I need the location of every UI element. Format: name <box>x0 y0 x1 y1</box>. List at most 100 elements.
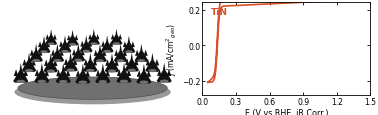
Polygon shape <box>18 63 24 82</box>
Polygon shape <box>39 50 42 56</box>
X-axis label: E (V vs RHE, iR Corr.): E (V vs RHE, iR Corr.) <box>245 108 328 115</box>
Polygon shape <box>114 50 118 56</box>
Polygon shape <box>141 64 147 82</box>
Ellipse shape <box>139 81 148 84</box>
Polygon shape <box>70 30 75 45</box>
Polygon shape <box>121 63 127 81</box>
Polygon shape <box>101 42 105 47</box>
Polygon shape <box>80 64 86 82</box>
Polygon shape <box>75 72 90 84</box>
Polygon shape <box>125 59 129 66</box>
Polygon shape <box>64 61 78 72</box>
Polygon shape <box>45 35 49 40</box>
Polygon shape <box>44 60 48 66</box>
Polygon shape <box>157 69 162 76</box>
Polygon shape <box>56 72 71 83</box>
Ellipse shape <box>138 60 145 63</box>
Polygon shape <box>109 54 115 71</box>
Polygon shape <box>129 53 135 70</box>
Ellipse shape <box>96 60 104 63</box>
Polygon shape <box>46 42 50 48</box>
Polygon shape <box>71 51 85 62</box>
Polygon shape <box>81 50 85 56</box>
Ellipse shape <box>14 80 171 104</box>
Polygon shape <box>134 59 138 66</box>
Polygon shape <box>67 42 71 47</box>
Polygon shape <box>111 35 115 40</box>
Polygon shape <box>83 61 98 72</box>
Ellipse shape <box>113 43 120 45</box>
Polygon shape <box>33 44 39 61</box>
Ellipse shape <box>99 80 107 84</box>
Polygon shape <box>34 72 50 83</box>
Ellipse shape <box>74 59 82 62</box>
Polygon shape <box>136 72 152 84</box>
Polygon shape <box>85 70 90 77</box>
Polygon shape <box>105 70 110 77</box>
Ellipse shape <box>59 80 68 84</box>
Ellipse shape <box>46 70 55 73</box>
Ellipse shape <box>148 69 156 73</box>
Ellipse shape <box>90 43 97 45</box>
Ellipse shape <box>40 51 48 54</box>
Polygon shape <box>64 59 68 65</box>
Polygon shape <box>29 52 43 62</box>
Polygon shape <box>42 36 46 52</box>
Polygon shape <box>84 59 88 66</box>
Polygon shape <box>55 44 60 61</box>
Polygon shape <box>116 71 132 83</box>
Polygon shape <box>74 35 78 41</box>
Text: TiN: TiN <box>211 7 228 16</box>
Ellipse shape <box>125 51 133 54</box>
Polygon shape <box>146 70 151 77</box>
Ellipse shape <box>48 43 54 46</box>
Polygon shape <box>67 35 71 41</box>
Polygon shape <box>145 61 160 72</box>
Ellipse shape <box>25 69 33 73</box>
Ellipse shape <box>53 59 61 62</box>
Polygon shape <box>38 42 42 48</box>
Polygon shape <box>123 50 127 56</box>
Polygon shape <box>59 43 71 53</box>
Polygon shape <box>60 63 66 82</box>
Ellipse shape <box>104 50 111 53</box>
Polygon shape <box>88 36 100 45</box>
Polygon shape <box>51 52 64 62</box>
Polygon shape <box>105 62 119 73</box>
Ellipse shape <box>18 77 167 99</box>
Y-axis label: J (mA/cm$^2$$_{geo}$): J (mA/cm$^2$$_{geo}$) <box>164 23 179 76</box>
Ellipse shape <box>61 50 69 53</box>
Polygon shape <box>76 70 80 77</box>
Ellipse shape <box>69 44 76 46</box>
Polygon shape <box>80 41 84 47</box>
Polygon shape <box>139 44 144 61</box>
Polygon shape <box>88 35 92 40</box>
Polygon shape <box>109 42 113 47</box>
Polygon shape <box>126 36 132 52</box>
Ellipse shape <box>108 70 116 73</box>
Polygon shape <box>110 36 122 45</box>
Ellipse shape <box>16 80 25 83</box>
Polygon shape <box>96 35 99 40</box>
Polygon shape <box>124 61 139 72</box>
Polygon shape <box>68 53 73 70</box>
Polygon shape <box>122 43 135 53</box>
Polygon shape <box>114 30 119 44</box>
Ellipse shape <box>119 80 129 83</box>
Polygon shape <box>53 60 57 66</box>
Polygon shape <box>94 50 98 56</box>
Polygon shape <box>56 70 61 77</box>
Polygon shape <box>72 50 76 56</box>
Ellipse shape <box>160 80 169 83</box>
Polygon shape <box>73 59 77 65</box>
Polygon shape <box>93 52 107 62</box>
Polygon shape <box>100 64 106 82</box>
Polygon shape <box>146 59 150 66</box>
Polygon shape <box>150 53 155 71</box>
Polygon shape <box>88 41 92 47</box>
Polygon shape <box>13 71 28 83</box>
Polygon shape <box>80 43 93 53</box>
Polygon shape <box>96 70 100 77</box>
Polygon shape <box>76 44 81 60</box>
Polygon shape <box>23 70 28 76</box>
